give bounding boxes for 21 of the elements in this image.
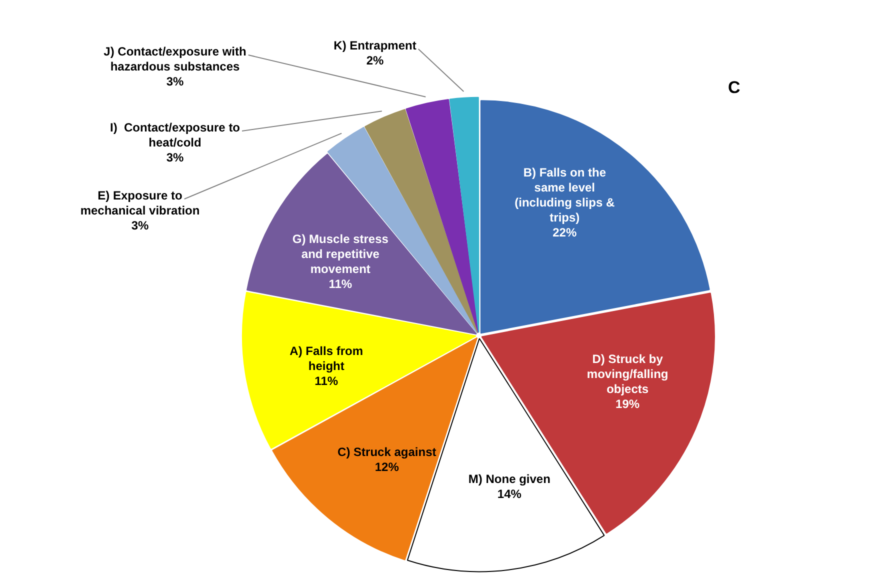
data-label: 22% bbox=[552, 226, 577, 240]
slice-label: A) Falls from height bbox=[290, 344, 364, 374]
data-label: 19% bbox=[616, 396, 640, 411]
data-label: 2% bbox=[366, 53, 384, 68]
data-label: 3% bbox=[131, 218, 149, 232]
slice-label: I) Contact/exposure to heat/cold bbox=[110, 120, 240, 150]
data-label: 3% bbox=[166, 74, 184, 88]
slice-label: C) Struck against bbox=[338, 444, 436, 459]
slice-label: K) Entrapment bbox=[334, 38, 416, 52]
data-label: 14% bbox=[497, 486, 522, 501]
slice-label: M) None given bbox=[468, 472, 550, 486]
data-label: 11% bbox=[328, 276, 352, 291]
slice-label: B) Falls on the same level (including slips & trips) bbox=[514, 166, 615, 225]
slice-label: J) Contact/exposure with hazardous substances bbox=[104, 44, 246, 74]
data-label: 12% bbox=[374, 460, 400, 474]
slice-label: D) Struck by moving/falling objects bbox=[586, 352, 668, 396]
data-label: 11% bbox=[314, 374, 338, 388]
data-label: 3% bbox=[166, 150, 184, 164]
slice-label: G) Muscle stress and repetitive movement bbox=[292, 232, 389, 276]
text: C bbox=[728, 78, 740, 98]
slice-label: E) Exposure to mechanical vibration bbox=[80, 188, 200, 218]
